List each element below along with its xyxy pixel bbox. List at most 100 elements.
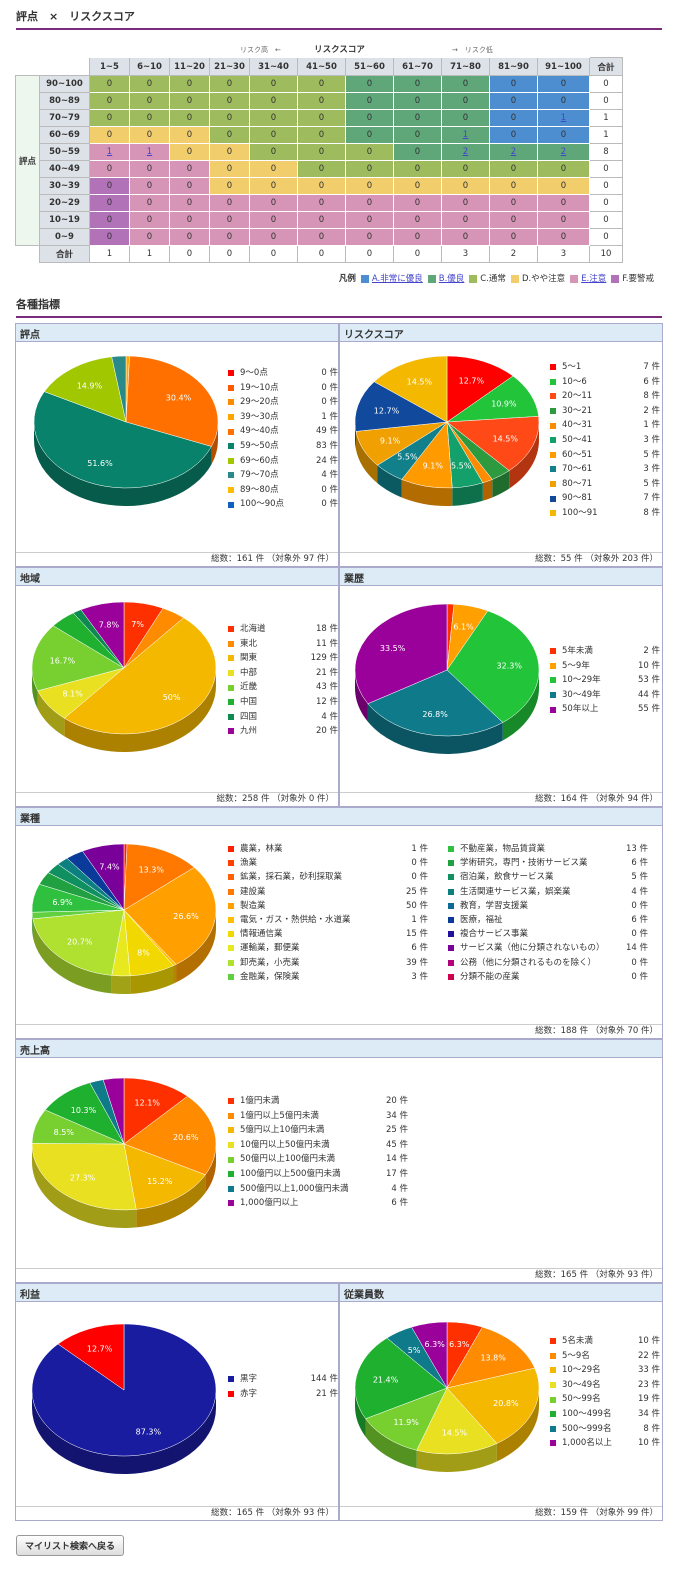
legend-swatch (360, 274, 369, 283)
legend-label: 卸売業，小売業 (240, 957, 300, 968)
matrix-cell[interactable]: 2 (441, 143, 490, 161)
legend-label: 5名未満 (562, 1336, 593, 1346)
row-header: 80~89 (39, 92, 90, 110)
legend-item[interactable]: E.注意 (570, 272, 606, 284)
row-total: 1 (589, 109, 623, 127)
pie-percent-label: 14.5% (407, 378, 433, 387)
legend-swatch (550, 364, 556, 371)
row-header: 20~29 (39, 194, 90, 212)
pie-slice (446, 416, 540, 471)
legend-count: 4 件 (391, 1183, 408, 1194)
pie-slice-side (355, 670, 368, 722)
legend-item: 70～61 3 件 (550, 462, 660, 477)
matrix-cell: 0 (169, 211, 210, 229)
section-title: 各種指標 (16, 296, 662, 318)
matrix-cell[interactable]: 2 (489, 143, 538, 161)
legend-swatch (228, 655, 234, 662)
legend-item: 59～50点 83 件 (228, 439, 338, 454)
legend-count: 14 件 (625, 943, 648, 954)
matrix-cell[interactable]: 1 (441, 126, 490, 144)
matrix-cell: 0 (89, 194, 130, 212)
matrix-cell: 0 (209, 228, 250, 246)
legend-label: 学術研究，専門・技術サービス業 (460, 858, 588, 869)
matrix-cell: 0 (89, 75, 130, 93)
legend-item: 電気・ガス・熱供給・水道業 1 件 (228, 913, 428, 927)
matrix-cell[interactable]: 1 (537, 109, 590, 127)
legend-swatch (611, 274, 620, 283)
chart-title: 利益 (16, 1284, 338, 1302)
chart-panel-profit: 利益 総数：165 件 （対象外 93 件） 87.3% 12.7% 黒字 144 件赤字… (15, 1283, 339, 1521)
legend-item: 50年以上 55 件 (550, 702, 660, 717)
legend-swatch (228, 428, 234, 435)
row-total: 8 (589, 143, 623, 161)
pie-slice-side (32, 668, 38, 709)
pie-percent-label: 12.1% (135, 1098, 161, 1107)
matrix-cell: 0 (393, 109, 442, 127)
matrix-cell: 0 (129, 126, 170, 144)
legend-count: 2 件 (643, 405, 660, 416)
legend-swatch (448, 945, 454, 952)
pie-percent-label: 20.7% (67, 938, 93, 947)
legend-swatch (228, 728, 234, 735)
pie-slice (411, 1321, 448, 1389)
legend-count: 10 件 (637, 1336, 660, 1346)
legend-item: 50億円以上100億円未満 14 件 (228, 1152, 408, 1167)
legend-swatch (228, 501, 234, 508)
legend-count: 25 件 (385, 1125, 408, 1136)
pie-percent-label: 7% (131, 620, 144, 629)
legend-item: 製造業 50 件 (228, 899, 428, 913)
legend-swatch (550, 1352, 556, 1359)
legend-label: 不動産業，物品賃貸業 (460, 844, 546, 854)
legend-label: 教育，学習支援業 (460, 900, 529, 911)
legend-count: 1 件 (411, 844, 428, 854)
legend-count: 8 件 (643, 1423, 660, 1434)
legend-swatch (228, 1112, 234, 1119)
legend-item: 教育，学習支援業 0 件 (448, 899, 648, 913)
matrix-cell[interactable]: 2 (537, 143, 590, 161)
matrix-cell: 0 (489, 228, 538, 246)
pie-percent-label: 8.5% (54, 1128, 75, 1137)
legend-swatch (570, 274, 579, 283)
legend-label: 69～60点 (240, 455, 279, 466)
legend-count: 8 件 (643, 507, 660, 518)
matrix-cell: 0 (169, 126, 210, 144)
legend-item: 中国 12 件 (228, 695, 338, 710)
back-to-mylist-button[interactable]: マイリスト検索へ戻る (16, 1535, 125, 1556)
pie-percent-label: 10.3% (71, 1106, 97, 1115)
legend-swatch (550, 1382, 556, 1389)
legend-item: C.通常 (469, 272, 506, 284)
legend-count: 21 件 (315, 1388, 338, 1399)
legend-swatch (228, 457, 234, 464)
pie-slice-side (205, 1144, 216, 1193)
legend-item[interactable]: A.非常に優良 (360, 272, 423, 284)
matrix-cell: 0 (393, 92, 442, 110)
legend-label: 80～71 (562, 478, 593, 489)
matrix-cell: 0 (297, 75, 346, 93)
chart-total: 総数：161 件 （対象外 97 件） (211, 554, 334, 564)
matrix-cell: 0 (129, 160, 170, 178)
pie-chart: 13.3% 26.6% 8% 20.7% 6.9% 7.4% (31, 843, 217, 994)
matrix-cell[interactable]: 1 (89, 143, 130, 161)
legend-item: 100～499名 34 件 (550, 1407, 660, 1422)
legend-item[interactable]: B.優良 (427, 272, 464, 284)
legend-item: 50～41 3 件 (550, 433, 660, 448)
pie-slice (57, 1323, 125, 1391)
chart-panel-sales: 売上高 総数：165 件 （対象外 93 件） 12.1% 20.6% 15.2% 27.… (15, 1039, 663, 1283)
matrix-cell: 0 (209, 109, 250, 127)
matrix-cell: 0 (169, 92, 210, 110)
legend-label: 東北 (240, 638, 258, 649)
legend-item: 1,000億円以上 6 件 (228, 1196, 408, 1211)
legend-swatch (550, 1440, 556, 1447)
matrix-cell: 0 (249, 109, 298, 127)
pie-slice (43, 356, 127, 423)
legend-item: 69～60点 24 件 (228, 454, 338, 469)
legend-count: 39 件 (405, 957, 428, 968)
col-total-header: 合計 (589, 57, 623, 76)
matrix-cell[interactable]: 1 (129, 143, 170, 161)
legend-swatch (228, 1127, 234, 1134)
legend-label: 50～99名 (562, 1394, 601, 1405)
matrix-cell: 0 (89, 211, 130, 229)
pie-percent-label: 7.4% (99, 862, 120, 871)
legend-item: 漁業 0 件 (228, 856, 428, 870)
matrix-cell: 0 (209, 126, 250, 144)
